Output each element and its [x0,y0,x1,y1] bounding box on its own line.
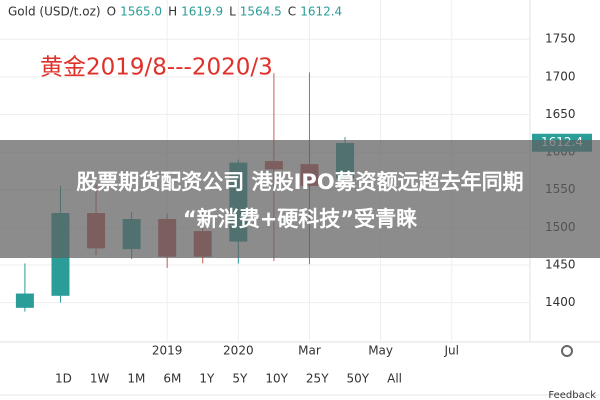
y-tick-label: 1450 [545,257,576,271]
annotation: 黄金2019/8---2020/3 [40,55,273,81]
y-tick-label: 1700 [545,69,576,83]
range-button[interactable]: 1M [127,372,145,386]
range-button[interactable]: 50Y [347,372,370,386]
range-button[interactable]: All [387,372,402,386]
feedback-link[interactable]: Feedback [548,390,596,400]
settings-icon[interactable] [561,345,573,357]
ohlc-label: L [229,5,236,19]
range-button[interactable]: 1D [55,372,72,386]
ohlc-label: H [168,5,177,19]
range-button[interactable]: 1W [90,372,110,386]
y-tick-label: 1750 [545,32,576,46]
ohlc-value: 1565.0 [120,5,162,19]
x-tick-label: 2020 [223,344,254,358]
gear[interactable] [561,345,573,357]
range-button[interactable]: 6M [163,372,181,386]
candle-body [15,293,34,308]
range-button[interactable]: 25Y [306,372,329,386]
x-tick-label: May [368,344,393,358]
y-tick-label: 1650 [545,107,576,121]
symbol: Gold (USD/t.oz) [8,5,101,19]
x-tick-label: Jul [444,344,459,358]
ohlc-label: O [107,5,116,19]
ohlc-value: 1619.9 [181,5,223,19]
banner-line: “新消费+硬科技”受青睐 [183,207,417,231]
banner-line: 股票期货配资公司 港股IPO募资额远超去年同期 [76,170,523,194]
ohlc-label: C [288,5,296,19]
y-tick-label: 1400 [545,295,576,309]
range-button[interactable]: 5Y [232,372,248,386]
x-tick-label: 2019 [152,344,183,358]
ohlc-value: 1612.4 [300,5,342,19]
ohlc-value: 1564.5 [240,5,282,19]
range-button[interactable]: 10Y [265,372,288,386]
banner [0,140,600,258]
x-tick-label: Mar [298,344,321,358]
range-button[interactable]: 1Y [199,372,215,386]
